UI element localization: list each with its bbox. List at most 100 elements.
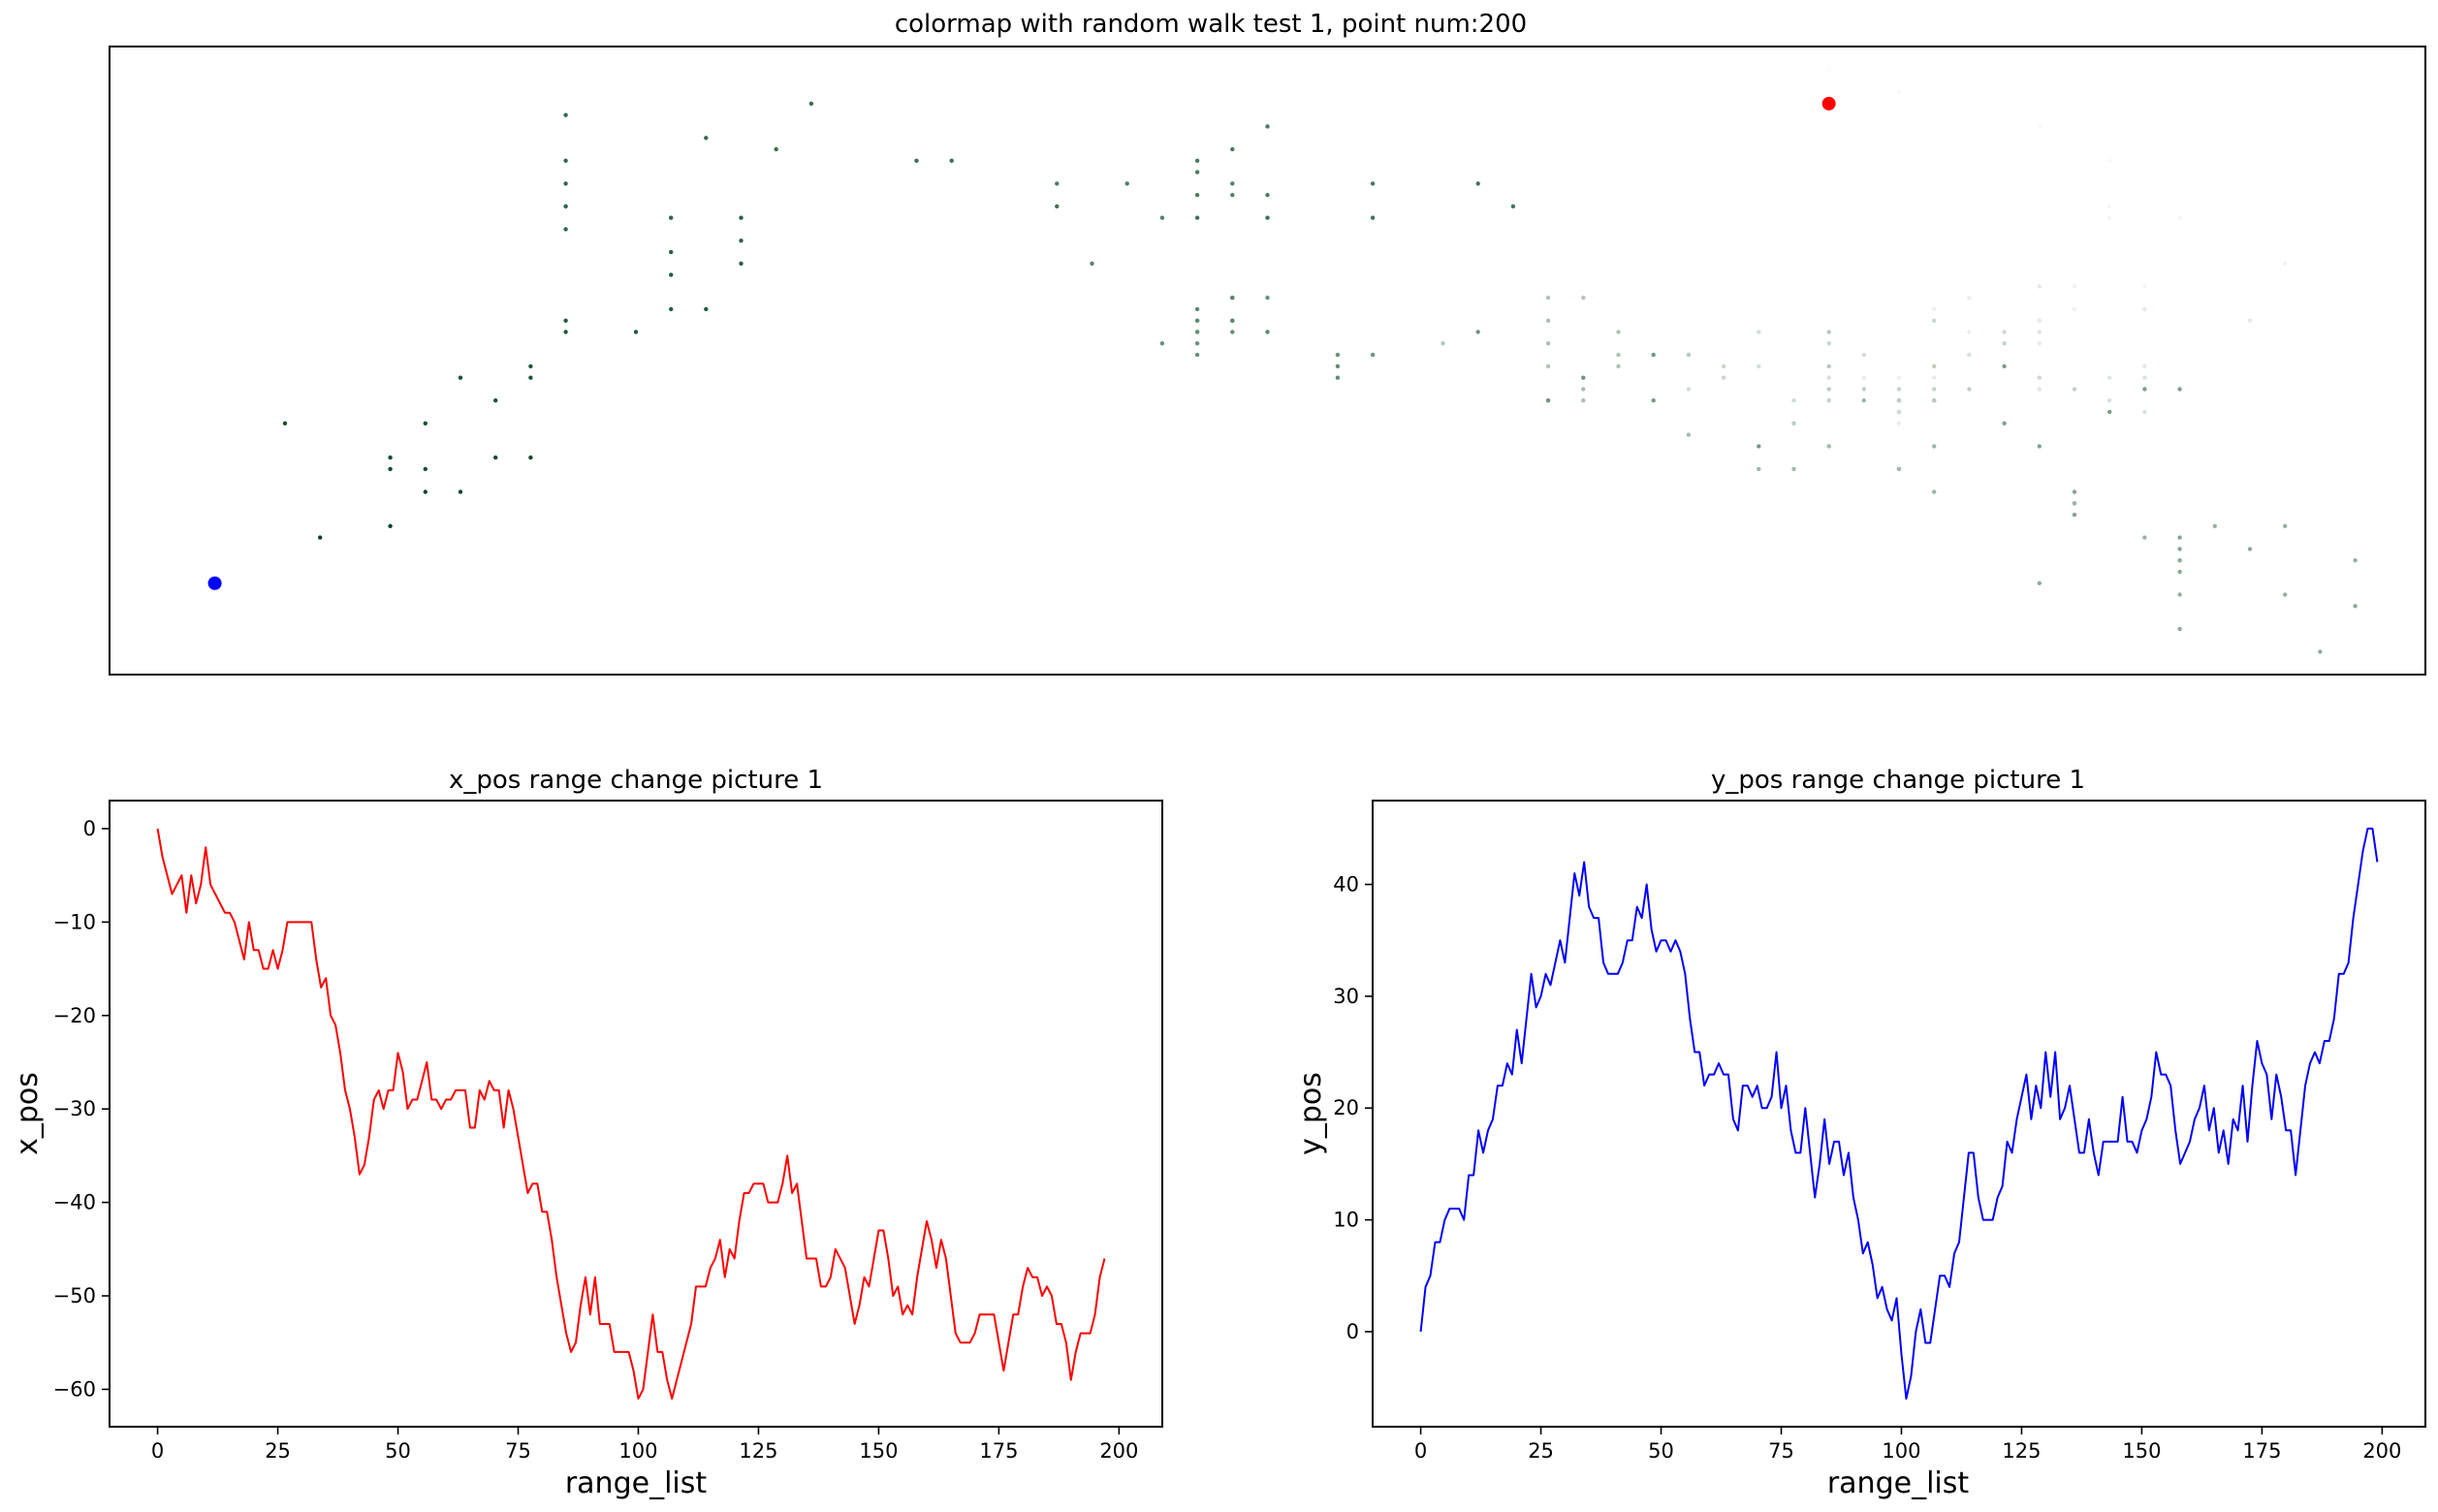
walk-point <box>563 204 568 209</box>
walk-point <box>1791 421 1796 425</box>
walk-point <box>1686 387 1692 392</box>
walk-point <box>1545 318 1551 323</box>
walk-point <box>1370 181 1376 186</box>
walk-point <box>1230 330 1235 334</box>
x-pos-xtick-label: 75 <box>505 1439 531 1463</box>
walk-point <box>2107 409 2112 415</box>
walk-point <box>563 227 568 232</box>
walk-point <box>2072 489 2077 494</box>
walk-point <box>1861 352 1867 358</box>
walk-point <box>528 455 533 460</box>
walk-point <box>808 101 814 107</box>
x-pos-xtick-label: 125 <box>739 1439 777 1463</box>
walk-point <box>1932 363 1937 369</box>
walk-point <box>1791 466 1796 472</box>
y-pos-xtick-label: 175 <box>2242 1439 2281 1463</box>
walk-point <box>1230 296 1235 300</box>
walk-point <box>1090 261 1094 267</box>
x-pos-ytick-label: −50 <box>53 1284 96 1307</box>
x-pos-title: x_pos range change picture 1 <box>449 766 823 795</box>
walk-point <box>1932 444 1937 449</box>
y-pos-xtick-label: 200 <box>2362 1439 2401 1463</box>
walk-point <box>388 466 393 472</box>
walk-point <box>739 215 744 220</box>
walk-point <box>1335 363 1341 369</box>
y-pos-panel: y_pos range change picture 1 0 25 50 75 100 1… <box>1294 766 2426 1500</box>
x-pos-ytick-label: −30 <box>53 1097 96 1120</box>
walk-point <box>1194 352 1200 358</box>
walk-point <box>2318 649 2323 654</box>
walk-point <box>2107 204 2112 209</box>
walk-point <box>1721 363 1726 369</box>
walk-frame <box>109 46 2426 676</box>
walk-point <box>1686 352 1692 358</box>
walk-point <box>1932 375 1937 380</box>
walk-point <box>1055 204 1060 209</box>
walk-point <box>458 375 463 380</box>
walk-point <box>1230 193 1235 198</box>
walk-point <box>1265 215 1270 220</box>
walk-point <box>1194 170 1200 174</box>
walk-point <box>2002 330 2007 334</box>
y-pos-title: y_pos range change picture 1 <box>1711 766 2085 795</box>
walk-point <box>1124 181 1129 186</box>
walk-point <box>1581 296 1586 300</box>
walk-point <box>739 261 744 267</box>
walk-point <box>2037 387 2042 392</box>
walk-point <box>1757 466 1761 472</box>
y-pos-series-line <box>1419 827 2379 1401</box>
walk-point <box>1230 181 1235 186</box>
x-pos-xlabel: range_list <box>565 1466 708 1500</box>
y-pos-xtick-label: 0 <box>1414 1439 1427 1463</box>
x-pos-series-line <box>156 828 1106 1401</box>
y-pos-ylabel: y_pos <box>1294 1072 1328 1155</box>
y-pos-ytick-label: 40 <box>1333 873 1359 897</box>
walk-point <box>1932 489 1937 494</box>
walk-point <box>563 181 568 186</box>
y-pos-xlabel: range_list <box>1827 1466 1970 1500</box>
walk-point <box>1265 296 1270 300</box>
x-pos-ticks: 0 25 50 75 100 125 150 175 200 0 −10 −20 −30 −40 −50 −6… <box>53 817 1139 1463</box>
walk-end-marker <box>1821 96 1836 110</box>
y-pos-ytick-label: 20 <box>1333 1096 1359 1119</box>
walk-point <box>1230 318 1235 323</box>
walk-point <box>1194 215 1200 220</box>
walk-point <box>2177 626 2182 632</box>
walk-point <box>1826 341 1831 346</box>
walk-point <box>2037 375 2042 380</box>
walk-point <box>1757 363 1761 369</box>
walk-point <box>2037 124 2042 129</box>
walk-point <box>2177 569 2182 575</box>
walk-point <box>1475 330 1480 334</box>
walk-point <box>2002 421 2007 425</box>
walk-point <box>2142 306 2147 312</box>
walk-point <box>1826 387 1831 392</box>
walk-point <box>2353 558 2358 563</box>
walk-point <box>1581 375 1586 380</box>
walk-point <box>1651 352 1656 358</box>
walk-point <box>2002 363 2007 369</box>
walk-point <box>1651 398 1656 403</box>
walk-point <box>1194 341 1200 346</box>
walk-point <box>1967 296 1972 300</box>
walk-point <box>2107 375 2112 380</box>
walk-point <box>739 238 744 243</box>
walk-point <box>493 455 498 460</box>
y-pos-xtick-label: 50 <box>1648 1439 1674 1463</box>
walk-point <box>1896 89 1902 95</box>
walk-point <box>2072 306 2077 312</box>
walk-point <box>1159 341 1165 346</box>
walk-point <box>1616 352 1621 358</box>
walk-point <box>2037 330 2042 334</box>
walk-point <box>669 215 674 220</box>
walk-point <box>2212 523 2217 528</box>
walk-point <box>1194 306 1200 312</box>
walk-point <box>2283 592 2288 597</box>
walk-point <box>1265 193 1270 198</box>
walk-point <box>2353 604 2358 609</box>
walk-point <box>2177 387 2182 392</box>
walk-point <box>1826 67 1831 72</box>
walk-point <box>949 158 954 163</box>
y-pos-xtick-label: 25 <box>1528 1439 1554 1463</box>
walk-point <box>704 136 709 141</box>
